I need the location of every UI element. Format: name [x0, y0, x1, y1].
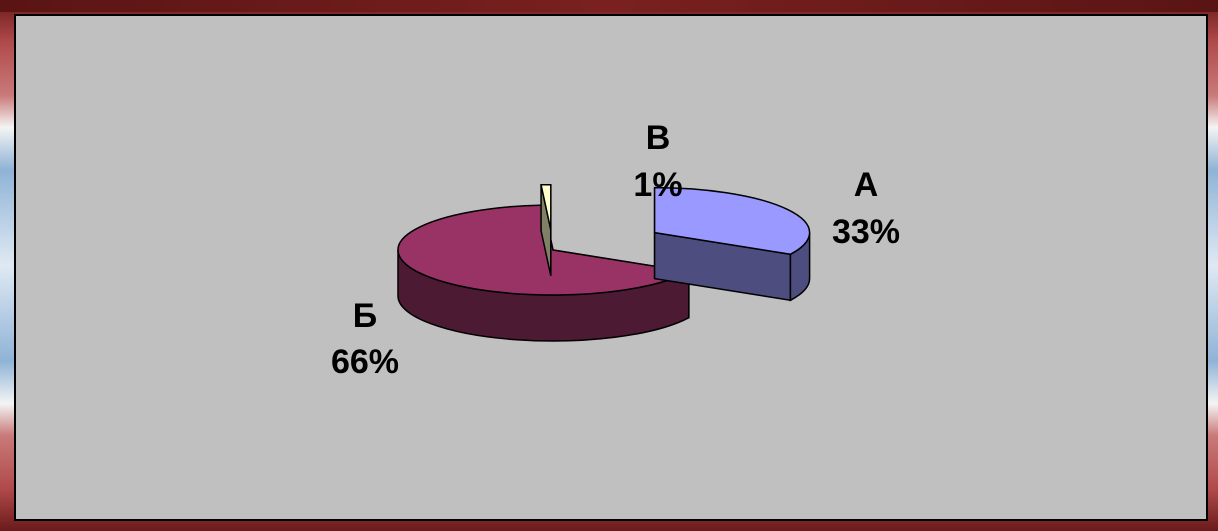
slice-c-top-face: [540, 183, 552, 230]
label-slice-b-name: Б: [353, 297, 377, 335]
label-slice-c-name: В: [646, 119, 671, 157]
label-slice-a-value: 33%: [832, 213, 900, 251]
slice-a-top-face: [653, 186, 811, 256]
label-slice-b-value: 66%: [331, 343, 399, 381]
slice-c: [540, 183, 552, 276]
label-slice-c-value: 1%: [633, 166, 682, 204]
label-slice-a-name: А: [854, 166, 879, 204]
slice-b-top-face: [397, 204, 692, 296]
slide-top-bar: [0, 0, 1218, 12]
slice-a: [653, 186, 811, 302]
